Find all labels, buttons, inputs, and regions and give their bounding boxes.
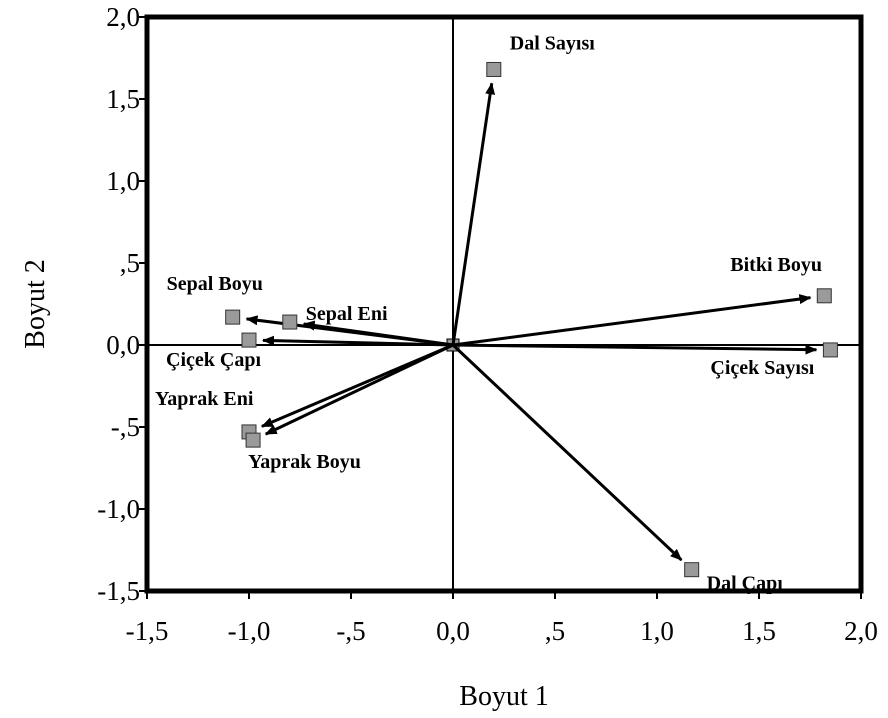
y-tick-label: -1,5: [97, 576, 140, 606]
vector-marker: [241, 332, 257, 348]
y-axis-label: Boyut 2: [20, 259, 51, 348]
y-tick-label: -,5: [111, 412, 140, 442]
plot-frame: [144, 14, 864, 594]
vector-marker: [816, 288, 832, 304]
y-tick-label: 2,0: [106, 2, 140, 32]
y-tick-label: ,5: [120, 248, 140, 278]
vector-arrow: [451, 82, 496, 346]
vector-arrow: [302, 320, 454, 347]
y-tick-label: 1,5: [106, 84, 140, 114]
vector-marker: [486, 61, 502, 77]
vector-label: Dal Sayısı: [510, 32, 595, 54]
x-tick-label: -,5: [336, 616, 365, 646]
vector-marker: [822, 342, 838, 358]
vector-marker: [282, 314, 298, 330]
vector-arrow: [261, 335, 454, 347]
vector-arrow: [451, 343, 683, 562]
vector-label: Dal Çapı: [707, 573, 784, 595]
vector-label: Çiçek Sayısı: [710, 357, 814, 379]
y-tick-label: 1,0: [106, 166, 140, 196]
x-axis-label: Boyut 1: [459, 681, 548, 712]
vector-label: Çiçek Çapı: [166, 349, 261, 371]
vector-marker: [225, 309, 241, 325]
y-tick-label: 0,0: [106, 330, 140, 360]
vector-label: Yaprak Boyu: [248, 451, 361, 473]
vector-marker: [684, 562, 700, 578]
vector-arrow: [264, 343, 454, 436]
vector-label: Bitki Boyu: [730, 254, 822, 276]
x-tick-label: 0,0: [436, 616, 470, 646]
vector-marker: [245, 432, 261, 448]
x-tick-label: ,5: [545, 616, 565, 646]
x-tick-label: 1,0: [640, 616, 674, 646]
vector-arrow: [452, 343, 818, 355]
vector-label: Sepal Boyu: [167, 273, 263, 295]
vector-label: Sepal Eni: [306, 303, 388, 325]
x-tick-label: 1,5: [742, 616, 776, 646]
x-tick-label: -1,5: [126, 616, 169, 646]
x-tick-label: 2,0: [844, 616, 878, 646]
vector-arrow: [452, 294, 812, 347]
y-tick-label: -1,0: [97, 494, 140, 524]
vector-label: Yaprak Eni: [155, 388, 254, 410]
x-tick-label: -1,0: [228, 616, 271, 646]
